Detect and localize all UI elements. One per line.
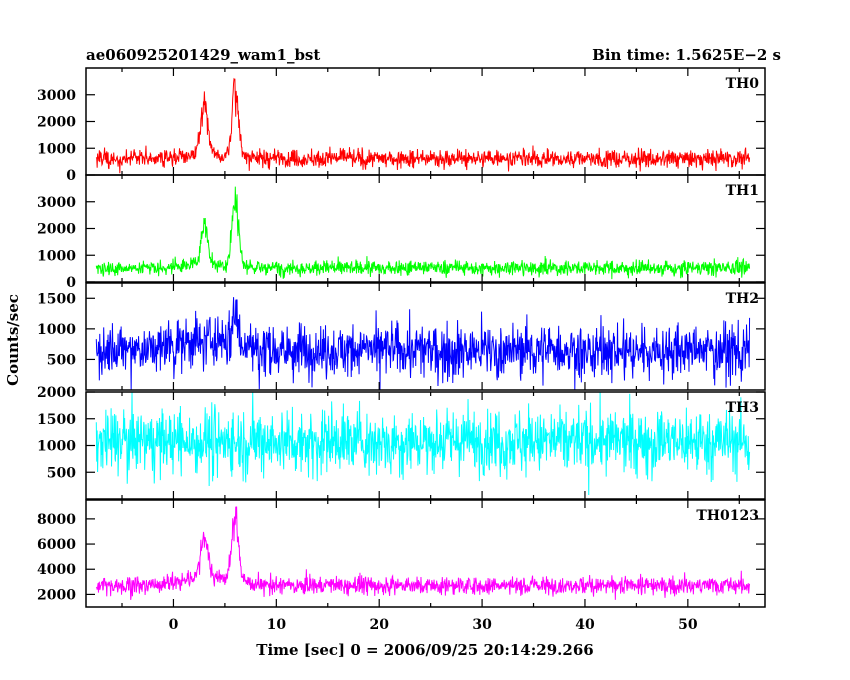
y-tick-label: 1000 [37,439,76,455]
y-tick-label: 1500 [37,291,76,307]
x-tick-label: 30 [472,617,492,633]
series-line-th0123 [95,506,751,600]
panel-label-th1: TH1 [726,183,759,199]
x-tick-label: 10 [267,617,287,633]
panel-label-th3: TH3 [726,400,759,416]
panel-label-th0: TH0 [726,76,760,92]
y-tick-label: 1000 [37,248,76,264]
series-line-th2 [95,297,751,390]
x-tick-label: 50 [678,617,698,633]
y-tick-label: 8000 [37,512,76,528]
y-tick-label: 6000 [37,537,76,553]
chart-title-left: ae060925201429_wam1_bst [86,46,320,64]
y-axis-label: Counts/sec [4,294,22,386]
y-tick-label: 4000 [37,562,76,578]
y-tick-label: 0 [66,275,76,291]
y-tick-label: 3000 [37,88,76,104]
y-tick-label: 2000 [37,115,76,131]
panel-th3: TH3 500 1000 1500 2000 [37,385,766,500]
panels-group: TH00100020003000TH10100020003000TH250010… [37,67,766,633]
panel-label-th2: TH2 [726,291,759,307]
chart-title-right: Bin time: 1.5625E−2 s [592,46,781,64]
series-line-th1 [95,186,751,280]
series-line-th0 [95,77,751,174]
y-tick-label: 3000 [37,195,76,211]
panel-label-th0123: TH0123 [696,508,759,524]
x-tick-label: 20 [369,617,389,633]
panel-th1: TH1 0 1000 2000 3000 [37,174,766,291]
panel-th0: TH0 0 1000 2000 3000 [37,67,766,184]
y-tick-label: 2000 [37,587,76,603]
series-line-th3 [95,391,751,495]
y-tick-label: 2000 [37,385,76,401]
y-tick-label: 2000 [37,222,76,238]
x-axis-label: Time [sec] 0 = 2006/09/25 20:14:29.266 [256,641,593,659]
x-tick-label: 0 [169,617,179,633]
panel-th0123: TH0123 2000 4000 6000 8000 [37,499,766,608]
y-tick-label: 1500 [37,412,76,428]
panel-frame-th2 [85,282,766,391]
y-tick-label: 1000 [37,322,76,338]
y-tick-label: 1000 [37,141,76,157]
y-tick-label: 0 [66,168,76,184]
y-tick-label: 500 [47,352,76,368]
x-tick-label: 40 [575,617,595,633]
y-tick-label: 500 [47,465,76,481]
panel-frame-th0123 [85,499,766,608]
panel-th2: TH2 500 1000 1500 [37,282,766,391]
